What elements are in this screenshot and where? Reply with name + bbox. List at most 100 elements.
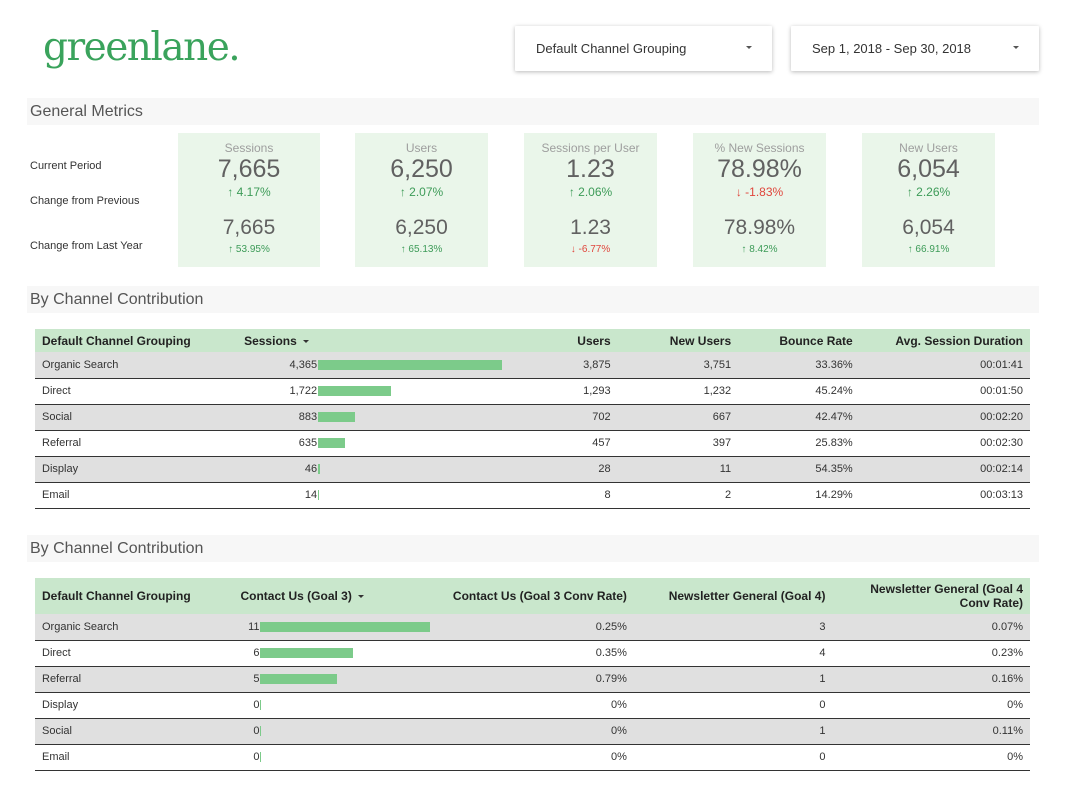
arrow-up-icon: ↑ [568,185,575,199]
metric-change: ↓ -1.83% [693,185,826,199]
metric-change-value: 4.17% [236,185,271,199]
metric-change-value: -1.83% [745,185,784,199]
cell-channel: Social [35,718,234,745]
col-header-bounce-rate[interactable]: Bounce Rate [738,329,860,352]
col-header-goal3-rate[interactable]: Contact Us (Goal 3 Conv Rate) [437,578,634,614]
col-header-goal4[interactable]: Newsletter General (Goal 4) [633,578,833,614]
cell-goal3: 0 [233,718,438,745]
cell-new-users: 3,751 [617,352,739,379]
table-row[interactable]: Direct 6 0.35% 4 0.23% [35,640,1030,667]
col-header-goal4-rate[interactable]: Newsletter General (Goal 4 Conv Rate) [832,578,1030,614]
table-row[interactable]: Referral 635 457 397 25.83% 00:02:30 [35,430,1030,457]
channel-grouping-value: Default Channel Grouping [536,41,687,56]
cell-goal3-rate: 0% [437,692,634,719]
metric-title: Sessions per User [541,141,640,155]
sort-desc-icon [302,339,309,343]
cell-goal3-value: 5 [253,673,260,685]
cell-new-users: 1,232 [617,378,739,405]
table-row[interactable]: Display 46 28 11 54.35% 00:02:14 [35,456,1030,483]
metric-card-sessions: Sessions 7,665 ↑ 4.17% 7,665 ↑ 53.95% [178,133,320,267]
date-range-dropdown[interactable]: Sep 1, 2018 - Sep 30, 2018 [791,26,1039,71]
cell-sessions: 14 [237,482,510,509]
col-header-sessions[interactable]: Sessions [237,329,510,352]
cell-new-users: 11 [617,456,739,483]
cell-bounce-rate: 25.83% [738,430,860,457]
cell-goal3-bar [260,621,431,632]
table-row[interactable]: Social 883 702 667 42.47% 00:02:20 [35,404,1030,431]
metric-change-year-value: 8.42% [749,244,778,255]
arrow-down-icon: ↓ [570,244,576,255]
metric-change-year-value: 66.91% [915,244,950,255]
table-row[interactable]: Direct 1,722 1,293 1,232 45.24% 00:01:50 [35,378,1030,405]
metric-value: 7,665 [217,155,281,183]
col-header-goal3[interactable]: Contact Us (Goal 3) [233,578,438,614]
col-header-avg-session-duration[interactable]: Avg. Session Duration [859,329,1030,352]
table-row[interactable]: Email 14 8 2 14.29% 00:03:13 [35,482,1030,509]
metric-value-year: 78.98% [723,216,796,239]
metric-card-new-users: New Users 6,054 ↑ 2.26% 6,054 ↑ 66.91% [862,133,995,267]
cell-users: 457 [509,430,618,457]
brand-logo: greenlane. [43,25,241,70]
cell-goal4: 4 [633,640,833,667]
cell-goal3-value: 6 [253,647,260,659]
metric-card-sessions-per-user: Sessions per User 1.23 ↑ 2.06% 1.23 ↓ -6… [524,133,657,267]
cell-sessions-bar [318,490,320,500]
cell-users: 1,293 [509,378,618,405]
cell-channel: Email [35,482,238,509]
cell-avg-session-duration: 00:01:41 [859,352,1030,379]
cell-avg-session-duration: 00:02:30 [859,430,1030,457]
cell-goal4-rate: 0.16% [832,666,1030,693]
cell-goal3-value: 0 [253,699,260,711]
cell-channel: Organic Search [35,614,234,641]
cell-goal4: 1 [633,666,833,693]
col-header-users[interactable]: Users [509,329,618,352]
col-header-new-users[interactable]: New Users [617,329,739,352]
cell-goal3-value: 11 [248,620,260,633]
table-row[interactable]: Organic Search 11 0.25% 3 0.07% [35,614,1030,641]
row-label-change-previous: Change from Previous [30,195,140,207]
cell-sessions: 635 [237,430,510,457]
cell-bounce-rate: 33.36% [738,352,860,379]
table-row[interactable]: Referral 5 0.79% 1 0.16% [35,666,1030,693]
table-row[interactable]: Social 0 0% 1 0.11% [35,718,1030,745]
metric-title: Users [405,141,438,155]
arrow-up-icon: ↑ [741,244,747,255]
metric-change-year: ↓ -6.77% [524,244,657,255]
cell-goal4-rate: 0.23% [832,640,1030,667]
cell-channel: Referral [35,666,234,693]
metric-card-users: Users 6,250 ↑ 2.07% 6,250 ↑ 65.13% [355,133,488,267]
metric-change-year: ↑ 8.42% [693,244,826,255]
cell-goal4-rate: 0.07% [832,614,1030,641]
cell-sessions-value: 4,365 [289,358,318,371]
table-row[interactable]: Display 0 0% 0 0% [35,692,1030,719]
cell-bounce-rate: 42.47% [738,404,860,431]
arrow-up-icon: ↑ [227,185,234,199]
row-label-current-period: Current Period [30,160,102,172]
metric-change-value: 2.07% [409,185,444,199]
chevron-down-icon [746,46,752,49]
cell-goal4-rate: 0% [832,744,1030,771]
sort-desc-icon [357,595,364,599]
cell-channel: Email [35,744,234,771]
cell-sessions: 1,722 [237,378,510,405]
arrow-up-icon: ↑ [400,244,406,255]
cell-channel: Referral [35,430,238,457]
cell-goal3-value: 0 [253,725,260,737]
cell-sessions-bar [318,438,346,448]
table-row[interactable]: Organic Search 4,365 3,875 3,751 33.36% 00:01… [35,352,1030,379]
col-header-channel[interactable]: Default Channel Grouping [35,329,238,352]
table-row[interactable]: Email 0 0% 0 0% [35,744,1030,771]
cell-avg-session-duration: 00:02:14 [859,456,1030,483]
date-range-value: Sep 1, 2018 - Sep 30, 2018 [812,41,972,56]
cell-avg-session-duration: 00:02:20 [859,404,1030,431]
cell-goal3-bar [260,752,262,762]
metric-value-year: 6,054 [902,216,955,239]
cell-goal3-rate: 0.25% [437,614,634,641]
metric-change-year-value: -6.77% [578,244,611,255]
col-header-channel[interactable]: Default Channel Grouping [35,578,234,614]
cell-goal3-rate: 0% [437,718,634,745]
cell-users: 3,875 [509,352,618,379]
channel-grouping-dropdown[interactable]: Default Channel Grouping [515,26,772,71]
arrow-up-icon: ↑ [907,244,913,255]
cell-sessions-value: 883 [298,411,318,423]
